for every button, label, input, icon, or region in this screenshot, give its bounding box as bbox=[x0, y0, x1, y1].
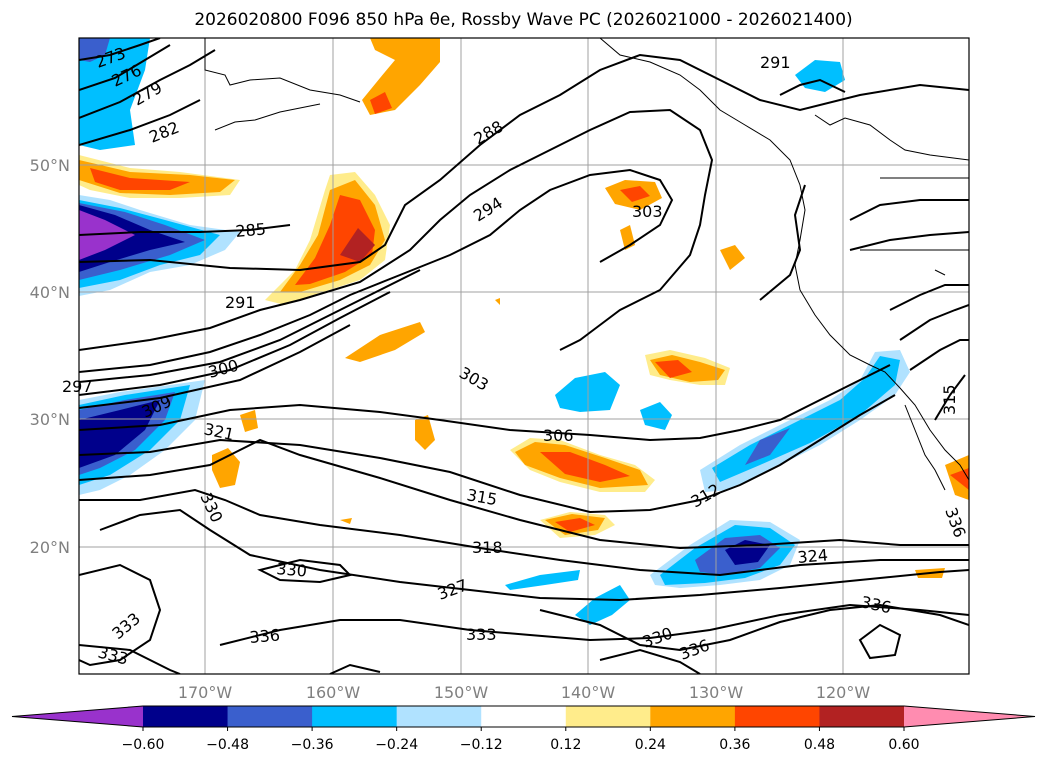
lat-label: 40°N bbox=[30, 283, 70, 302]
lon-label: 130°W bbox=[689, 683, 744, 702]
contour-label: 306 bbox=[543, 426, 574, 445]
graticule bbox=[79, 38, 969, 674]
latitude-labels: 50°N 40°N 30°N 20°N bbox=[30, 156, 70, 557]
contour-label: 318 bbox=[472, 538, 503, 557]
map-title: 2026020800 F096 850 hPa θe, Rossby Wave … bbox=[194, 10, 853, 30]
positive-anomaly-shading bbox=[79, 38, 969, 578]
colorbar-tick-label: 0.12 bbox=[550, 737, 581, 753]
colorbar-segment bbox=[650, 706, 736, 727]
colorbar-tick-label: −0.24 bbox=[375, 737, 418, 753]
colorbar-segment bbox=[143, 706, 229, 727]
colorbar-extend-low bbox=[12, 706, 143, 727]
contour-label: 330 bbox=[276, 559, 308, 581]
contour-label: 333 bbox=[466, 625, 497, 644]
lon-label: 140°W bbox=[561, 683, 616, 702]
colorbar-tick-label: −0.48 bbox=[206, 737, 249, 753]
lat-label: 30°N bbox=[30, 410, 70, 429]
colorbar: −0.60 −0.48 −0.36 −0.24 −0.12 0.12 0.24 0.36 0.4… bbox=[11, 705, 1036, 753]
colorbar-segment bbox=[734, 706, 820, 727]
theta-e-contours bbox=[79, 38, 969, 674]
colorbar-tick-label: −0.12 bbox=[460, 737, 503, 753]
colorbar-segment bbox=[565, 706, 651, 727]
contour-label: 297 bbox=[62, 377, 93, 396]
lat-label: 20°N bbox=[30, 538, 70, 557]
lon-label: 150°W bbox=[434, 683, 489, 702]
lon-label: 120°W bbox=[816, 683, 871, 702]
contour-label: 315 bbox=[940, 384, 959, 415]
colorbar-tick-label: −0.36 bbox=[291, 737, 334, 753]
colorbar-tick-label: 0.60 bbox=[888, 737, 919, 753]
lon-label: 170°W bbox=[178, 683, 233, 702]
colorbar-segment bbox=[819, 706, 905, 727]
plot-area bbox=[79, 38, 969, 674]
colorbar-extend-high bbox=[904, 706, 1035, 727]
colorbar-segment bbox=[227, 706, 313, 727]
contour-label: 285 bbox=[235, 219, 267, 241]
colorbar-tick-label: 0.48 bbox=[804, 737, 835, 753]
plot-frame bbox=[78, 37, 970, 675]
colorbar-tick-label: 0.24 bbox=[635, 737, 666, 753]
contour-label: 291 bbox=[225, 293, 256, 312]
contour-label: 336 bbox=[249, 625, 281, 647]
lat-label: 50°N bbox=[30, 156, 70, 175]
lon-label: 160°W bbox=[306, 683, 361, 702]
colorbar-tick-label: 0.36 bbox=[719, 737, 750, 753]
longitude-labels: 170°W 160°W 150°W 140°W 130°W 120°W bbox=[178, 683, 871, 702]
contour-label: 303 bbox=[632, 202, 663, 221]
colorbar-tick-label: −0.60 bbox=[122, 737, 165, 753]
contour-label: 291 bbox=[760, 53, 791, 72]
colorbar-segment bbox=[396, 706, 482, 727]
contour-label: 324 bbox=[797, 545, 829, 567]
colorbar-segment bbox=[312, 706, 398, 727]
colorbar-segment bbox=[481, 706, 567, 727]
